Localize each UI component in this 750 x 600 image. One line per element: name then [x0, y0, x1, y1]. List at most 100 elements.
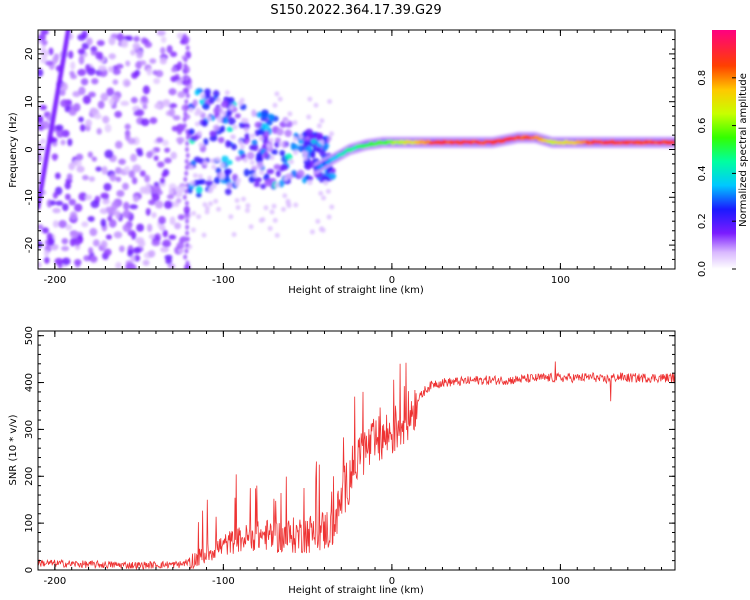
heatmap-cell — [115, 261, 122, 269]
heatmap-cell — [219, 162, 225, 168]
heatmap-cell — [179, 237, 185, 244]
heatmap-cell — [62, 203, 69, 212]
heatmap-cell — [144, 41, 153, 48]
heatmap-cell — [319, 118, 325, 124]
heatmap-cell — [307, 96, 313, 102]
heatmap-cell — [185, 230, 190, 236]
heatmap-cell — [287, 111, 293, 117]
heatmap-cell — [85, 119, 93, 127]
heatmap-cell — [170, 75, 179, 83]
heatmap-cell — [48, 47, 54, 56]
heatmap-cell — [217, 136, 225, 144]
heatmap-cell — [213, 198, 219, 204]
heatmap-cell — [85, 63, 91, 72]
snr-ticks: -200 -100 0 100 0 100 200 300 400 500 — [24, 326, 675, 587]
heatmap-cell — [95, 166, 103, 172]
heatmap-cell — [272, 217, 278, 223]
heatmap-cell — [140, 118, 150, 127]
heatmap-cell — [160, 246, 169, 253]
heatmap-cell — [276, 128, 284, 136]
heatmap-cell — [209, 130, 217, 137]
heatmap-cell — [182, 117, 187, 123]
heatmap-cell — [288, 159, 294, 165]
heatmap-cell — [329, 204, 335, 210]
heatmap-cell — [209, 135, 218, 142]
heatmap-cell — [146, 67, 152, 76]
heatmap-cell — [224, 175, 230, 183]
heatmap-cell — [196, 214, 202, 220]
heatmap-cell — [271, 203, 277, 209]
heatmap-cell — [100, 92, 109, 102]
heatmap-cell — [123, 201, 130, 211]
heatmap-cell — [138, 240, 146, 248]
y-tick-label: 0 — [24, 146, 35, 152]
heatmap-cell — [269, 155, 275, 161]
heatmap-cell — [166, 194, 175, 200]
y-tick-label: 10 — [24, 95, 35, 108]
y-tick-label: 500 — [24, 326, 35, 345]
x-tick-label: 100 — [551, 576, 570, 587]
heatmap-cell — [216, 97, 222, 103]
heatmap-cell — [253, 177, 262, 183]
heatmap-cell — [91, 78, 99, 85]
heatmap-cell — [215, 167, 222, 173]
heatmap-cell — [185, 45, 190, 51]
colorbar-scale — [712, 30, 736, 269]
heatmap-cell — [248, 224, 254, 230]
heatmap-cell — [249, 159, 255, 165]
colorbar-tick-label: 0.6 — [697, 118, 708, 134]
heatmap-cell — [220, 100, 229, 108]
heatmap-cell — [188, 164, 194, 170]
heatmap-cell — [188, 128, 195, 135]
heatmap-cell — [127, 230, 136, 237]
figure-title: S150.2022.364.17.39.G29 — [270, 3, 441, 18]
heatmap-cell — [319, 139, 325, 145]
heatmap-cell — [204, 209, 210, 215]
heatmap-cell — [40, 47, 47, 53]
heatmap-cell — [88, 91, 96, 98]
heatmap-cell — [132, 164, 142, 173]
colorbar-tick-label: 0.8 — [697, 70, 708, 86]
heatmap-cell — [164, 254, 173, 260]
heatmap-cell — [106, 87, 115, 97]
heatmap-cell — [145, 207, 151, 216]
heatmap-cell — [74, 203, 83, 212]
heatmap-cell — [216, 206, 222, 212]
y-tick-label: 300 — [24, 420, 35, 439]
heatmap-cell — [54, 172, 61, 180]
heatmap-cell — [298, 134, 304, 140]
heatmap-cell — [68, 50, 74, 59]
heatmap-cell — [204, 92, 211, 99]
heatmap-cell — [183, 206, 188, 212]
heatmap-cell — [235, 204, 241, 210]
heatmap-cell — [183, 63, 188, 69]
heatmap-cell — [87, 151, 93, 158]
heatmap-cell — [184, 105, 189, 111]
heatmap-cell — [213, 176, 220, 185]
heatmap-cell — [168, 234, 177, 240]
heatmap-cell — [255, 152, 263, 160]
heatmap-cell — [81, 30, 88, 39]
heatmap-cell — [280, 206, 286, 212]
x-tick-label: -100 — [212, 275, 235, 286]
heatmap-cell — [112, 68, 121, 76]
heatmap-cell — [60, 99, 69, 108]
heatmap-cell — [130, 97, 138, 104]
heatmap-cell — [248, 176, 256, 183]
heatmap-cell — [184, 99, 189, 105]
heatmap-cell — [185, 152, 190, 158]
heatmap-cell — [86, 37, 93, 46]
y-tick-label: 200 — [24, 467, 35, 486]
heatmap-cell — [235, 155, 242, 162]
heatmap-cell — [134, 61, 142, 69]
heatmap-cell — [211, 164, 217, 170]
heatmap-cell — [132, 42, 141, 51]
heatmap-cell — [267, 114, 275, 120]
heatmap-cell — [116, 190, 125, 197]
heatmap-cell — [194, 89, 201, 96]
heatmap-cell — [121, 39, 129, 49]
heatmap-cell — [111, 201, 119, 211]
heatmap-cell — [88, 176, 96, 182]
heatmap-cell — [113, 231, 123, 239]
